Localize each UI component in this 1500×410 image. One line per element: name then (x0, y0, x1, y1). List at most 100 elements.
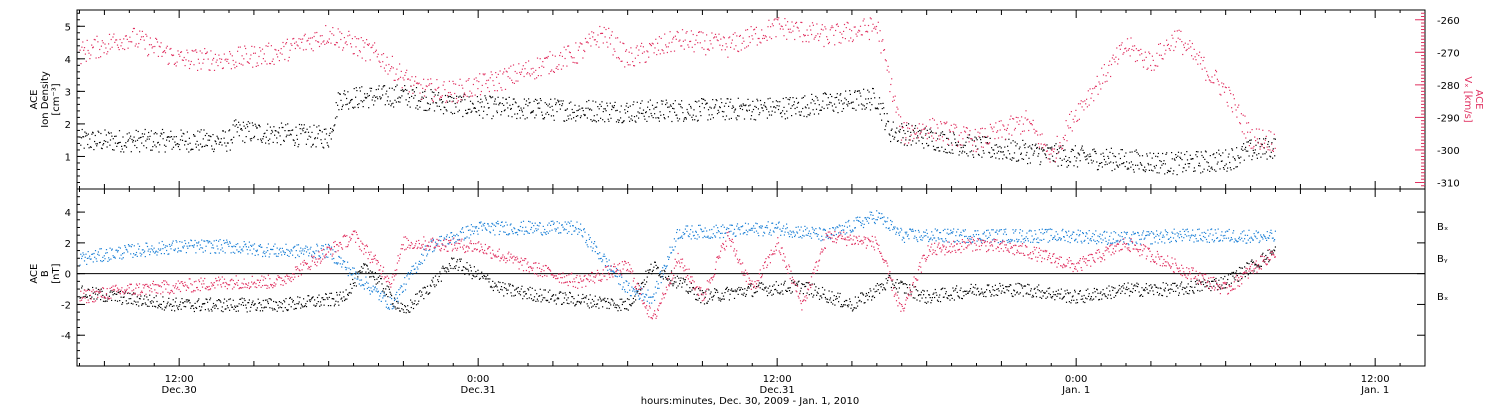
data-point (183, 133, 185, 135)
data-point (780, 291, 782, 293)
data-point (177, 146, 179, 148)
data-point (997, 294, 999, 296)
data-point (401, 95, 403, 97)
data-point (157, 251, 159, 253)
data-point (540, 75, 542, 77)
data-point (883, 107, 885, 109)
data-point (388, 286, 390, 288)
data-point (527, 288, 529, 290)
data-point (95, 143, 97, 145)
data-point (529, 75, 531, 77)
data-point (138, 137, 140, 139)
data-point (704, 40, 706, 42)
data-point (1103, 155, 1105, 157)
data-point (710, 107, 712, 109)
data-point (94, 39, 96, 41)
data-point (602, 306, 604, 308)
data-point (989, 123, 991, 125)
data-point (111, 249, 113, 251)
data-point (1098, 299, 1100, 301)
data-point (117, 46, 119, 49)
data-point (182, 302, 184, 304)
data-point (575, 115, 577, 117)
data-point (229, 149, 231, 151)
data-point (297, 146, 299, 148)
data-point (1104, 295, 1106, 297)
data-point (135, 301, 137, 303)
data-point (318, 41, 320, 43)
data-point (821, 297, 823, 299)
data-point (269, 126, 271, 128)
data-point (520, 71, 523, 73)
data-point (1124, 48, 1126, 50)
data-point (1153, 284, 1155, 286)
data-point (657, 42, 659, 44)
data-point (1060, 145, 1062, 147)
data-point (134, 45, 136, 47)
data-point (428, 292, 430, 295)
data-point (921, 143, 923, 145)
data-point (375, 283, 377, 285)
data-point (913, 286, 915, 288)
data-point (1247, 150, 1249, 152)
data-point (541, 65, 543, 67)
data-point (557, 297, 559, 299)
data-point (626, 298, 629, 300)
data-point (288, 56, 290, 58)
data-point (1224, 165, 1226, 167)
data-point (1159, 293, 1161, 295)
data-point (326, 42, 328, 44)
data-point (569, 291, 571, 293)
data-point (455, 97, 458, 100)
data-point (1015, 160, 1018, 162)
data-point (966, 136, 968, 139)
data-point (1272, 252, 1274, 254)
data-point (1076, 302, 1079, 304)
data-point (1250, 147, 1252, 149)
data-point (1045, 150, 1048, 152)
data-point (1083, 109, 1085, 111)
data-point (786, 290, 788, 292)
y-tick-label: 1 (65, 152, 71, 163)
data-point (105, 47, 107, 49)
data-point (593, 115, 595, 117)
data-point (97, 288, 99, 291)
data-point (225, 308, 227, 310)
data-point (608, 27, 610, 29)
data-point (271, 129, 273, 132)
data-point (467, 112, 469, 114)
data-point (843, 30, 845, 32)
data-point (767, 26, 769, 28)
data-point (599, 298, 601, 300)
data-point (217, 138, 220, 140)
data-point (1239, 272, 1241, 274)
data-point (448, 95, 450, 97)
data-point (1194, 281, 1197, 283)
data-point (991, 155, 993, 158)
data-point (761, 282, 763, 284)
data-point (781, 290, 783, 292)
data-point (197, 144, 199, 146)
data-point (939, 150, 941, 152)
data-point (1029, 145, 1031, 147)
data-point (621, 298, 623, 300)
data-point (243, 58, 245, 60)
data-point (383, 291, 385, 293)
data-point (257, 298, 259, 300)
data-point (730, 42, 733, 44)
data-point (512, 98, 514, 100)
data-point (1114, 156, 1117, 158)
data-point (889, 134, 891, 136)
data-point (1246, 122, 1248, 124)
data-point (595, 306, 597, 308)
data-point (224, 59, 226, 61)
data-point (1263, 260, 1265, 262)
data-point (871, 104, 873, 106)
data-point (354, 36, 356, 38)
data-point (900, 116, 902, 118)
data-point (133, 300, 135, 302)
data-point (231, 306, 234, 308)
data-point (1005, 129, 1008, 131)
data-point (149, 135, 151, 137)
data-point (1234, 279, 1236, 281)
